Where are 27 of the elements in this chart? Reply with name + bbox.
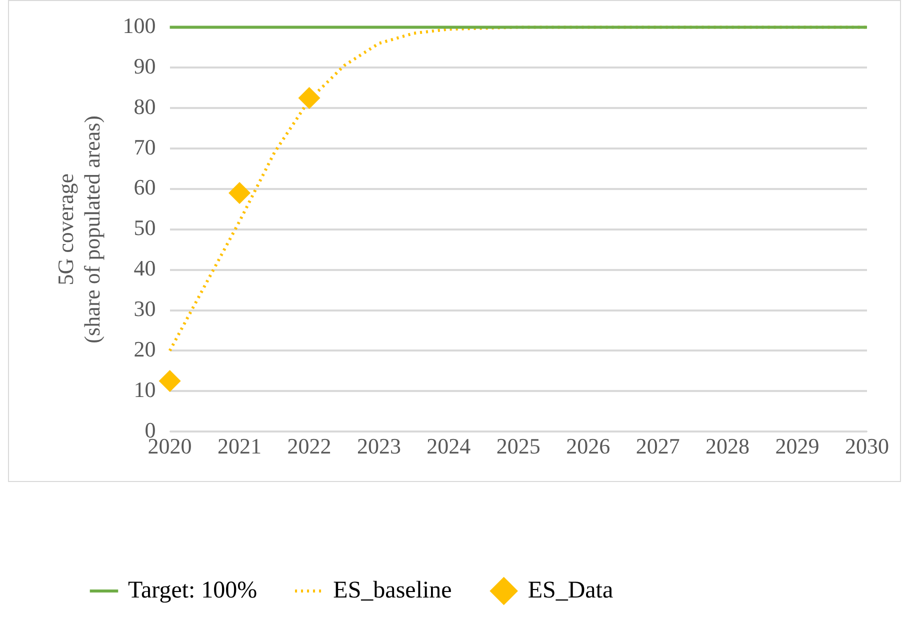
y-axis-title: 5G coverage (share of populated areas) xyxy=(52,115,104,344)
x-tick-label: 2028 xyxy=(706,434,750,459)
y-tick-label: 100 xyxy=(122,12,156,38)
y-tick-label: 10 xyxy=(134,376,156,402)
point xyxy=(298,86,320,109)
x-tick-label: 2030 xyxy=(845,434,889,459)
x-tick-label: 2026 xyxy=(566,434,610,459)
legend-label: ES_Data xyxy=(528,577,614,604)
x-tick-label: 2022 xyxy=(287,434,332,459)
x-tick-label: 2024 xyxy=(426,434,471,459)
x-tick-label: 2029 xyxy=(775,434,820,459)
y-tick-label: 90 xyxy=(134,53,156,78)
legend-label: Target: 100% xyxy=(128,577,258,604)
point xyxy=(158,370,181,392)
point xyxy=(228,182,251,204)
y-tick-label: 40 xyxy=(134,256,156,281)
x-tick-label: 2027 xyxy=(636,434,680,459)
y-tick-label: 30 xyxy=(134,296,156,322)
y-tick-label: 60 xyxy=(134,174,156,200)
y-tick-label: 70 xyxy=(134,134,156,160)
x-tick-label: 2023 xyxy=(356,434,401,459)
y-tick-label: 80 xyxy=(134,94,156,119)
y-tick-label: 20 xyxy=(134,336,156,362)
legend-label: ES_baseline xyxy=(333,577,452,604)
x-tick-label: 2021 xyxy=(218,434,262,459)
y-tick-label: 50 xyxy=(134,215,156,240)
x-tick-label: 2025 xyxy=(496,434,540,459)
